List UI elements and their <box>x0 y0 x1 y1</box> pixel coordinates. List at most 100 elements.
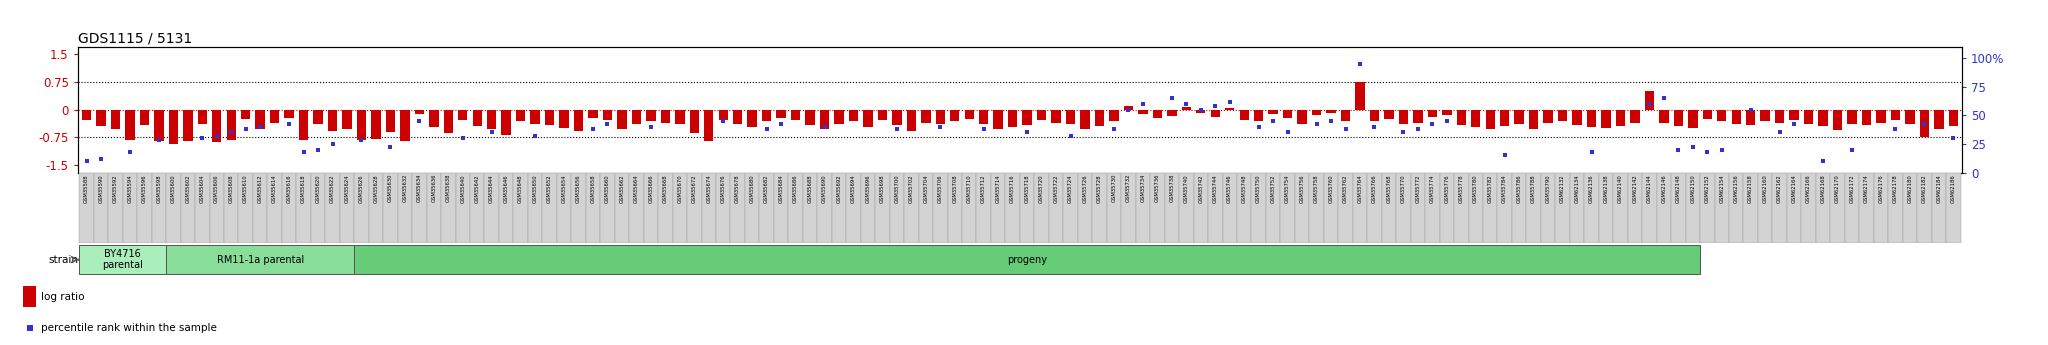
Text: GSM62142: GSM62142 <box>1632 174 1638 203</box>
Text: GSM35640: GSM35640 <box>461 174 465 203</box>
Bar <box>864 110 872 127</box>
Bar <box>1776 110 1784 122</box>
Bar <box>1554 172 1571 243</box>
Bar <box>907 110 915 131</box>
Bar <box>963 172 977 243</box>
Text: GSM62178: GSM62178 <box>1892 174 1898 203</box>
Text: GSM35624: GSM35624 <box>344 174 350 203</box>
Bar <box>1167 110 1176 116</box>
Text: GSM35588: GSM35588 <box>84 174 88 203</box>
Bar <box>1020 172 1034 243</box>
Text: GSM62176: GSM62176 <box>1878 174 1884 203</box>
Bar <box>602 110 612 120</box>
Bar <box>676 110 684 124</box>
Text: GSM35668: GSM35668 <box>664 174 668 203</box>
Bar <box>1022 110 1032 125</box>
Text: GSM62132: GSM62132 <box>1561 174 1565 203</box>
Bar <box>1497 172 1511 243</box>
Bar <box>1714 172 1729 243</box>
Bar <box>805 110 815 125</box>
Text: GSM62182: GSM62182 <box>1921 174 1927 203</box>
Text: GSM35664: GSM35664 <box>635 174 639 203</box>
Bar <box>1862 110 1872 125</box>
Text: GSM35652: GSM35652 <box>547 174 553 203</box>
Bar <box>485 172 500 243</box>
Bar <box>1411 172 1425 243</box>
Bar <box>311 172 326 243</box>
Text: GSM62146: GSM62146 <box>1661 174 1667 203</box>
Text: GSM35698: GSM35698 <box>881 174 885 203</box>
Bar <box>1544 110 1552 122</box>
Text: GSM35654: GSM35654 <box>561 174 567 203</box>
Bar <box>819 110 829 129</box>
Bar <box>80 172 94 243</box>
Bar <box>1616 110 1626 126</box>
Bar <box>776 110 786 118</box>
Bar <box>702 172 717 243</box>
Text: GSM35616: GSM35616 <box>287 174 291 203</box>
Text: GSM35666: GSM35666 <box>649 174 653 203</box>
Bar <box>662 110 670 122</box>
Bar <box>1599 172 1614 243</box>
Bar <box>1874 172 1888 243</box>
Bar <box>948 172 963 243</box>
Text: GSM35754: GSM35754 <box>1286 174 1290 203</box>
Bar <box>1341 110 1350 121</box>
Bar <box>879 110 887 120</box>
Text: GSM62184: GSM62184 <box>1935 174 1942 203</box>
Bar <box>686 172 702 243</box>
Bar <box>993 110 1004 129</box>
Bar <box>1602 110 1610 128</box>
Bar <box>1006 172 1020 243</box>
Bar <box>1051 110 1061 122</box>
Bar <box>1526 172 1540 243</box>
Bar <box>227 110 236 140</box>
Text: GSM35628: GSM35628 <box>373 174 379 203</box>
Bar <box>1630 110 1640 122</box>
Text: GSM35658: GSM35658 <box>590 174 596 203</box>
Bar <box>283 172 297 243</box>
Bar <box>1124 106 1133 110</box>
Bar <box>399 110 410 141</box>
Text: GSM35704: GSM35704 <box>924 174 928 203</box>
Bar <box>788 172 803 243</box>
Text: GSM35602: GSM35602 <box>184 174 190 203</box>
Bar <box>631 110 641 124</box>
Bar <box>1182 107 1192 110</box>
Bar <box>1890 110 1901 120</box>
Bar <box>1354 172 1368 243</box>
Bar <box>774 172 788 243</box>
Bar <box>672 172 686 243</box>
Bar <box>1686 172 1700 243</box>
Text: GSM35768: GSM35768 <box>1386 174 1391 203</box>
Bar <box>1788 172 1802 243</box>
Bar <box>1251 172 1266 243</box>
Text: GSM62158: GSM62158 <box>1749 174 1753 203</box>
Text: GSM35728: GSM35728 <box>1098 174 1102 203</box>
Text: GSM35634: GSM35634 <box>418 174 422 203</box>
Text: GSM62160: GSM62160 <box>1763 174 1767 203</box>
Bar <box>647 110 655 121</box>
Bar <box>1888 172 1903 243</box>
Bar <box>1253 110 1264 121</box>
Bar <box>586 172 600 243</box>
Bar <box>354 172 369 243</box>
Text: GSM62134: GSM62134 <box>1575 174 1579 203</box>
Bar <box>1237 172 1251 243</box>
Bar <box>1671 172 1686 243</box>
Bar <box>1165 172 1180 243</box>
Bar <box>473 110 481 126</box>
Bar <box>182 110 193 141</box>
Text: GSM35766: GSM35766 <box>1372 174 1376 203</box>
Text: GSM35592: GSM35592 <box>113 174 119 203</box>
Text: GSM35740: GSM35740 <box>1184 174 1188 203</box>
Bar <box>803 172 817 243</box>
Bar <box>1442 110 1452 115</box>
Bar <box>1180 172 1194 243</box>
Bar <box>180 172 195 243</box>
Bar <box>1313 110 1321 115</box>
Bar <box>1645 91 1655 110</box>
Bar <box>326 172 340 243</box>
Bar <box>1065 110 1075 124</box>
Bar <box>23 286 37 307</box>
